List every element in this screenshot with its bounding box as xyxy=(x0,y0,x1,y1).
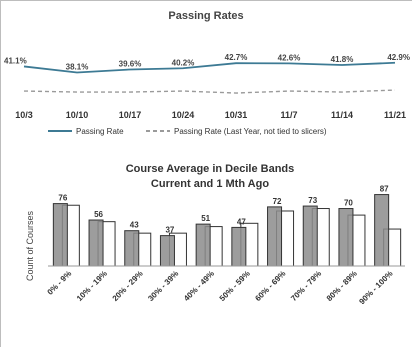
legend-label-passing-rate: Passing Rate xyxy=(76,127,124,136)
bar-category-label: 60% - 69% xyxy=(253,269,287,303)
bar-category-label: 30% - 39% xyxy=(146,269,180,303)
current-bar xyxy=(124,230,140,267)
top-divider xyxy=(0,0,412,1)
passing-rate-data-label: 42.9% xyxy=(387,53,410,62)
bar-chart-title: Course Average in Decile Bands xyxy=(126,163,295,175)
bar-data-label: 51 xyxy=(201,214,210,223)
line-chart-title: Passing Rates xyxy=(168,10,243,22)
line-x-tick-label: 10/3 xyxy=(15,110,33,120)
bar-category-label: 80% - 89% xyxy=(325,269,359,303)
line-chart-legend: Passing Rate Passing Rate (Last Year, not… xyxy=(48,127,327,136)
bar-category-label: 50% - 59% xyxy=(218,269,252,303)
left-border xyxy=(0,0,1,347)
bar-category-label: 40% - 49% xyxy=(182,269,216,303)
passing-rate-data-label: 41.8% xyxy=(331,55,354,64)
bar-data-label: 47 xyxy=(237,217,246,226)
line-x-tick-label: 11/14 xyxy=(331,110,353,120)
line-x-tick-label: 10/10 xyxy=(66,110,89,120)
passing-rate-data-label: 42.6% xyxy=(278,53,301,62)
current-bar xyxy=(338,208,354,267)
passing-rate-data-label: 39.6% xyxy=(119,59,142,68)
bar-data-label: 87 xyxy=(380,185,389,194)
bar-data-label: 56 xyxy=(94,210,103,219)
passing-rate-data-label: 40.2% xyxy=(172,58,195,67)
passing-rates-chart: Passing Rates 10/3 10/10 10/17 10/24 10/31 11… xyxy=(4,10,410,136)
bar-data-label: 37 xyxy=(165,226,174,235)
bar-category-label: 10% - 19% xyxy=(75,269,109,303)
passing-rate-data-label: 38.1% xyxy=(66,63,89,72)
current-bar xyxy=(302,205,318,267)
bar-data-label: 43 xyxy=(130,221,139,230)
current-bar xyxy=(195,223,211,267)
decile-bands-chart: Course Average in Decile Bands Current a… xyxy=(25,163,405,306)
bar-category-label: 90% - 100% xyxy=(357,269,394,306)
bar-data-label: 73 xyxy=(308,196,317,205)
bar-category-label: 0% - 9% xyxy=(46,269,74,297)
bar-chart-y-axis-label: Count of Courses xyxy=(25,210,35,281)
bar-data-label: 76 xyxy=(58,194,67,203)
bar-category-label: 20% - 29% xyxy=(111,269,145,303)
bar-data-label: 70 xyxy=(344,199,353,208)
line-x-tick-label: 10/24 xyxy=(172,110,195,120)
passing-rate-data-label: 41.1% xyxy=(4,56,27,65)
current-bar xyxy=(374,194,390,267)
bar-data-label: 72 xyxy=(273,197,282,206)
current-bar xyxy=(231,226,247,267)
current-bar xyxy=(159,235,175,267)
current-bar xyxy=(52,203,68,267)
last-year-series-line xyxy=(23,89,396,94)
line-x-tick-label: 10/17 xyxy=(119,110,142,120)
line-x-tick-label: 11/7 xyxy=(280,110,297,120)
line-x-tick-label: 10/31 xyxy=(225,110,248,120)
current-bar xyxy=(88,219,104,267)
line-x-tick-label: 11/21 xyxy=(384,110,406,120)
passing-rate-series-line xyxy=(23,61,396,74)
current-bar xyxy=(267,206,283,267)
legend-label-last-year: Passing Rate (Last Year, not tied to sli… xyxy=(174,127,327,136)
bar-category-label: 70% - 79% xyxy=(289,269,323,303)
bar-chart-subtitle: Current and 1 Mth Ago xyxy=(151,178,269,190)
passing-rate-data-label: 42.7% xyxy=(225,53,248,62)
